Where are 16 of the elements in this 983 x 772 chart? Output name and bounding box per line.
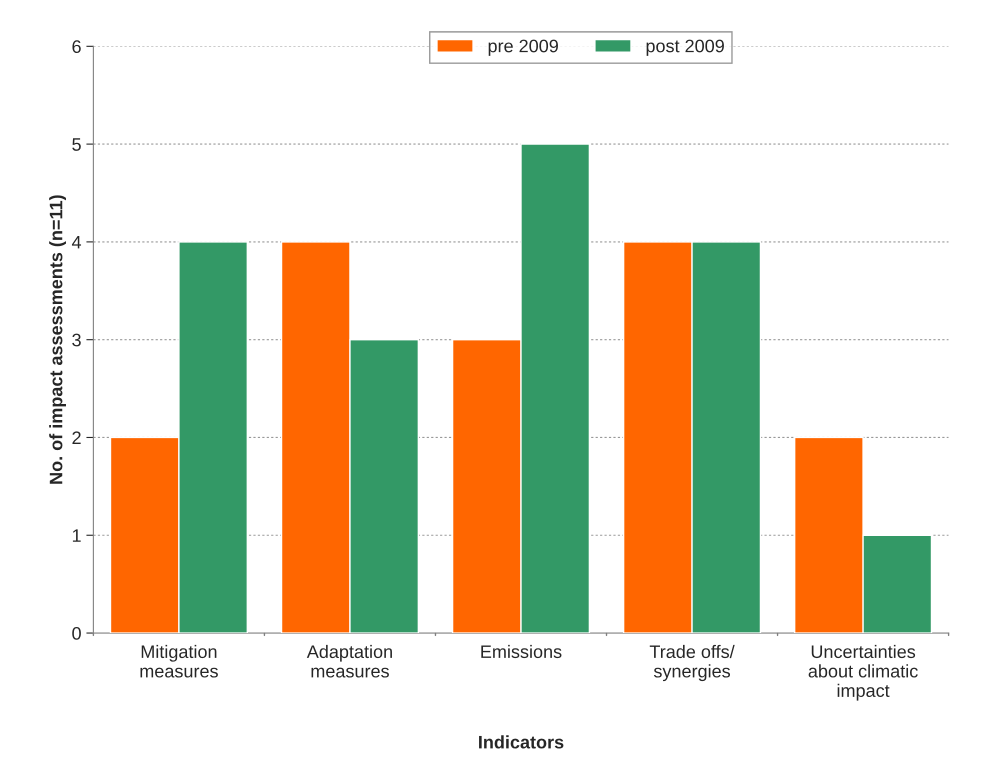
- y-tick-label: 4: [72, 236, 82, 248]
- x-tick-label: Adaptation measures: [306, 644, 392, 678]
- x-axis-title: Indicators: [479, 735, 564, 749]
- y-axis-title: No. of impact assessments (n=11): [49, 195, 66, 484]
- y-tick-label: 1: [72, 529, 81, 542]
- y-tick-label: 2: [72, 431, 81, 444]
- legend-label: pre 2009: [488, 40, 558, 56]
- y-tick-label: 6: [72, 40, 81, 54]
- x-tick-label: Uncertainties about climatic impact: [808, 644, 918, 701]
- y-tick-label: 0: [72, 626, 81, 640]
- x-tick-label: Emissions: [481, 644, 562, 658]
- legend-label: post 2009: [646, 40, 724, 56]
- x-tick-label: Trade offs/ synergies: [650, 644, 735, 682]
- y-tick-label: 5: [72, 138, 81, 151]
- x-tick-label: Mitigation measures: [140, 644, 218, 678]
- y-tick-label: 3: [72, 334, 81, 346]
